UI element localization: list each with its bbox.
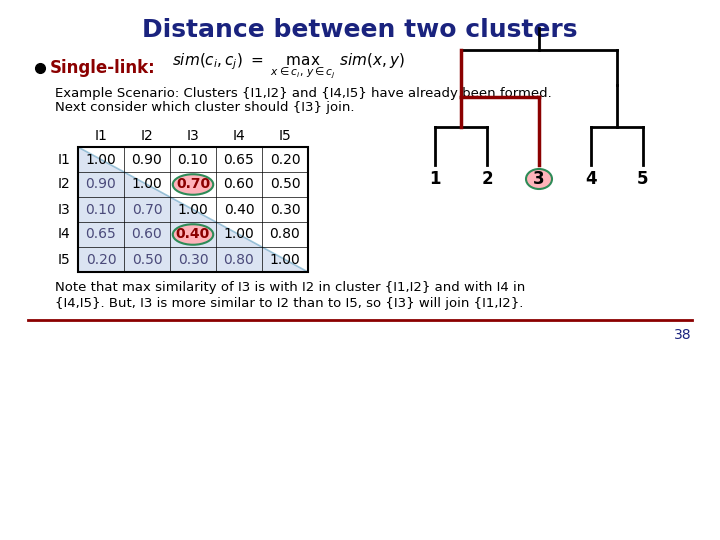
Ellipse shape bbox=[173, 224, 213, 245]
Text: 0.10: 0.10 bbox=[178, 152, 208, 166]
Text: 38: 38 bbox=[675, 328, 692, 342]
Text: $sim(c_i, c_j)\ =\ \underset{x \in c_i,\, y \in c_j}{\max}\ sim(x, y)$: $sim(c_i, c_j)\ =\ \underset{x \in c_i,\… bbox=[172, 51, 405, 80]
Text: 3: 3 bbox=[534, 170, 545, 188]
Text: I4: I4 bbox=[233, 129, 246, 143]
Text: 1: 1 bbox=[429, 170, 441, 188]
Text: 0.20: 0.20 bbox=[86, 253, 117, 267]
Text: 5: 5 bbox=[637, 170, 649, 188]
Text: I1: I1 bbox=[58, 152, 71, 166]
Text: I3: I3 bbox=[58, 202, 71, 217]
Text: 1.00: 1.00 bbox=[224, 227, 254, 241]
Text: 0.30: 0.30 bbox=[178, 253, 208, 267]
Text: 0.70: 0.70 bbox=[132, 202, 162, 217]
Text: 0.40: 0.40 bbox=[176, 227, 210, 241]
Text: I5: I5 bbox=[58, 253, 71, 267]
Text: 0.65: 0.65 bbox=[224, 152, 254, 166]
Text: I1: I1 bbox=[94, 129, 107, 143]
Ellipse shape bbox=[526, 169, 552, 189]
Ellipse shape bbox=[173, 174, 213, 195]
Text: 0.65: 0.65 bbox=[86, 227, 117, 241]
Text: Example Scenario: Clusters {I1,I2} and {I4,I5} have already been formed.: Example Scenario: Clusters {I1,I2} and {… bbox=[55, 86, 552, 99]
Text: Distance between two clusters: Distance between two clusters bbox=[143, 18, 577, 42]
Text: I4: I4 bbox=[58, 227, 71, 241]
Text: 0.60: 0.60 bbox=[224, 178, 254, 192]
Text: Next consider which cluster should {I3} join.: Next consider which cluster should {I3} … bbox=[55, 102, 354, 114]
Text: 0.90: 0.90 bbox=[86, 178, 117, 192]
Text: I2: I2 bbox=[140, 129, 153, 143]
Text: 4: 4 bbox=[585, 170, 597, 188]
Text: 1.00: 1.00 bbox=[86, 152, 117, 166]
Text: 0.30: 0.30 bbox=[270, 202, 300, 217]
Text: Note that max similarity of I3 is with I2 in cluster {I1,I2} and with I4 in: Note that max similarity of I3 is with I… bbox=[55, 281, 526, 294]
Text: 0.40: 0.40 bbox=[224, 202, 254, 217]
Text: 0.50: 0.50 bbox=[270, 178, 300, 192]
Text: I2: I2 bbox=[58, 178, 71, 192]
Text: 0.10: 0.10 bbox=[86, 202, 117, 217]
Polygon shape bbox=[78, 147, 308, 272]
Text: 0.80: 0.80 bbox=[269, 227, 300, 241]
Text: Single-link:: Single-link: bbox=[50, 59, 156, 77]
Text: 1.00: 1.00 bbox=[178, 202, 208, 217]
Text: {I4,I5}. But, I3 is more similar to I2 than to I5, so {I3} will join {I1,I2}.: {I4,I5}. But, I3 is more similar to I2 t… bbox=[55, 296, 523, 309]
Text: 0.80: 0.80 bbox=[224, 253, 254, 267]
Text: 0.70: 0.70 bbox=[176, 178, 210, 192]
Text: 0.60: 0.60 bbox=[132, 227, 163, 241]
Text: 0.90: 0.90 bbox=[132, 152, 163, 166]
Text: 2: 2 bbox=[481, 170, 492, 188]
Text: I3: I3 bbox=[186, 129, 199, 143]
Text: 0.50: 0.50 bbox=[132, 253, 162, 267]
Text: I5: I5 bbox=[279, 129, 292, 143]
Text: 0.20: 0.20 bbox=[270, 152, 300, 166]
Text: 1.00: 1.00 bbox=[132, 178, 163, 192]
Text: 1.00: 1.00 bbox=[269, 253, 300, 267]
